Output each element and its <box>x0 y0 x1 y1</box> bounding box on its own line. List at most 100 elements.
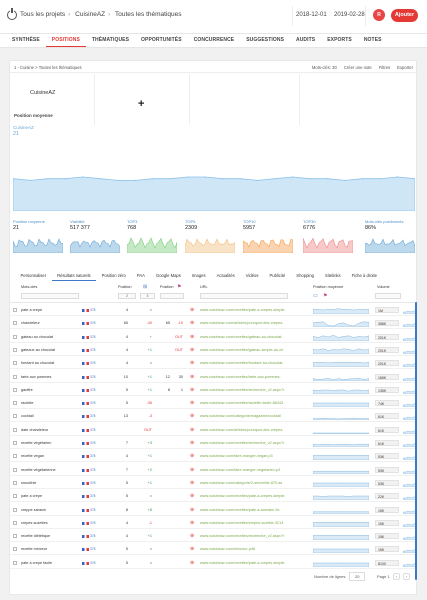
nav-exports[interactable]: EXPORTS <box>327 37 352 43</box>
col-volume[interactable]: Volume <box>377 285 390 289</box>
external-link-icon[interactable]: ⊕ <box>190 453 195 460</box>
url-link[interactable]: www.cuisineaz.com/recettes/recherche_v2.… <box>200 534 285 539</box>
kpi-card[interactable]: TOP30 6776 <box>302 219 359 254</box>
row-checkbox[interactable] <box>13 321 17 326</box>
row-checkbox[interactable] <box>13 441 17 445</box>
row-checkbox[interactable] <box>13 334 17 339</box>
power-icon[interactable] <box>7 8 17 20</box>
url-link[interactable]: www.cuisineaz.com/recettes/tarte-aux-pom… <box>200 374 281 379</box>
next-page-button[interactable]: › <box>403 573 410 580</box>
external-link-icon[interactable]: ⊕ <box>190 346 195 353</box>
keyword[interactable]: pate a crepe facile <box>21 560 53 565</box>
external-link-icon[interactable]: ⊕ <box>190 426 195 433</box>
table-row[interactable]: cocktail 378 13 -3 ⊕ www.cuisineaz.com/catego… <box>10 411 418 423</box>
nav-notes[interactable]: NOTES <box>363 37 382 43</box>
desktop-icon[interactable]: ▭ <box>313 293 318 299</box>
keyword[interactable]: date chandeleur <box>21 427 49 432</box>
col-keywords[interactable]: Mots-clés <box>21 285 38 289</box>
keyword[interactable]: pate a crepe <box>21 494 43 499</box>
project-selector[interactable]: CuisineAZ <box>10 74 95 125</box>
row-checkbox[interactable] <box>13 467 17 472</box>
row-checkbox[interactable] <box>13 534 17 539</box>
row-checkbox[interactable] <box>13 401 17 406</box>
nav-thematiques[interactable]: THÉMATIQUES <box>91 37 130 43</box>
date-start[interactable]: 2018-12-01 <box>296 12 327 18</box>
add-competitor-pane[interactable]: + <box>95 74 190 125</box>
tab-sitelinks[interactable]: Sitelinks <box>325 273 341 278</box>
table-row[interactable]: pate a crepe facile 378 5 = ⊕ www.cuisineaz.c… <box>10 558 418 569</box>
table-row[interactable]: recette diététique 378 4 +1 ⊕ www.cuisineaz.c… <box>10 531 418 543</box>
external-link-icon[interactable]: ⊕ <box>190 546 195 553</box>
url-link[interactable]: www.cuisineaz.com/recettes/gateau-au-cho… <box>200 334 283 339</box>
external-link-icon[interactable]: ⊕ <box>190 333 195 340</box>
keyword[interactable]: recette diététique <box>21 534 51 539</box>
nav-audits[interactable]: AUDITS <box>296 37 316 43</box>
kpi-card[interactable]: TOP3 768 <box>126 219 183 254</box>
col-avg-position[interactable]: Position moyenne <box>313 285 344 289</box>
row-checkbox[interactable] <box>13 414 17 419</box>
date-end[interactable]: 2019-02-28 <box>334 12 365 18</box>
table-row[interactable]: raclette 378 5 -36 ⊕ www.cuisineaz.com/recett… <box>10 398 418 410</box>
tab-position-zero[interactable]: Position zéro <box>101 273 126 278</box>
volume-filter-input[interactable] <box>375 293 401 299</box>
nav-positions[interactable]: POSITIONS <box>45 34 86 47</box>
nav-synthese[interactable]: SYNTHÈSE <box>12 37 40 43</box>
keyword[interactable]: tarte aux pommes <box>21 374 52 379</box>
keyword[interactable]: fondant au chocolat <box>21 361 55 366</box>
external-link-icon[interactable]: ⊕ <box>190 373 195 380</box>
url-link[interactable]: www.cuisineaz.com/recettes/pate-a-sarras… <box>200 507 280 512</box>
keyword[interactable]: gauffre <box>21 387 33 392</box>
row-checkbox[interactable] <box>13 560 17 565</box>
table-row[interactable]: creppe sarasin 378 8 +8 ⊕ www.cuisineaz.com/r… <box>10 505 418 516</box>
table-row[interactable]: fondant au chocolat 378 4 = ⊕ www.cuisineaz.c… <box>10 358 418 370</box>
keyword[interactable]: cocktail <box>21 414 34 419</box>
external-link-icon[interactable]: ⊕ <box>190 320 195 327</box>
position-filter-input[interactable]: 2 <box>118 293 136 299</box>
keyword[interactable]: recette minceur <box>21 547 48 552</box>
external-link-icon[interactable]: ⊕ <box>190 519 195 526</box>
keyword[interactable]: pate a crepe <box>21 308 43 312</box>
url-link[interactable]: www.cuisineaz.com/recettes/fondant-au-ch… <box>200 361 284 366</box>
row-checkbox[interactable] <box>13 507 17 512</box>
external-link-icon[interactable]: ⊕ <box>190 493 195 500</box>
external-link-icon[interactable]: ⊕ <box>190 559 195 566</box>
tab-images[interactable]: Images <box>191 273 206 278</box>
row-checkbox[interactable] <box>13 547 17 552</box>
keyword-filter-input[interactable] <box>21 293 79 299</box>
keyword[interactable]: recette végétarienne <box>21 467 56 472</box>
tab-actualites[interactable]: Actualités <box>216 273 235 278</box>
external-link-icon[interactable]: ⊕ <box>190 413 195 420</box>
keyword[interactable]: recette vegan <box>21 454 45 459</box>
url-link[interactable]: www.cuisineaz.com/articles/pourquoi-des-… <box>200 427 284 432</box>
row-checkbox[interactable] <box>13 347 17 352</box>
keyword[interactable]: smoothie <box>21 480 37 485</box>
keyword[interactable]: chandeleur <box>21 321 40 326</box>
plus-icon[interactable]: + <box>138 98 145 110</box>
external-link-icon[interactable]: ⊕ <box>190 360 195 367</box>
url-link[interactable]: www.cuisineaz.com/faire-manger-vegan.p3 <box>200 454 273 459</box>
table-row[interactable]: recette végétarienne 378 7 +2 ⊕ www.cuisineaz… <box>10 465 418 476</box>
tab-google-maps[interactable]: Google Maps <box>155 273 181 278</box>
position-filter-input-2[interactable]: 3 <box>140 293 155 299</box>
crumb-project[interactable]: CuisineAZ <box>75 11 106 18</box>
row-checkbox[interactable] <box>13 454 17 459</box>
crumb-all-projects[interactable]: Tous les projets <box>20 11 66 18</box>
kpi-card[interactable]: Mots-clés positionnés 86% <box>364 219 421 254</box>
row-checkbox[interactable] <box>13 427 17 432</box>
table-row[interactable]: gauffre 378 5 +1 8 1 ⊕ www.cuisineaz.com/recett… <box>10 385 418 396</box>
nav-suggestions[interactable]: SUGGESTIONS <box>246 37 285 43</box>
table-row[interactable]: recette minceur 378 5 = ⊕ www.cuisineaz.com/m… <box>10 544 418 556</box>
table-row[interactable]: pate a crepe 378 4 = ⊕ www.cuisineaz.com/rece… <box>10 305 418 316</box>
table-row[interactable]: chandeleur 378 65 -40 65 -10 ⊕ www.cuisineaz.co… <box>10 318 418 330</box>
url-link[interactable]: www.cuisineaz.com/recettes/raclette-faci… <box>200 401 284 406</box>
rows-per-page-select[interactable]: 20 <box>349 572 366 581</box>
kpi-card[interactable]: Position moyenne 21 <box>12 219 69 254</box>
row-checkbox[interactable] <box>13 480 17 485</box>
position2-filter-input[interactable] <box>160 293 184 299</box>
row-checkbox[interactable] <box>13 520 17 525</box>
kpi-card[interactable]: TOP10 5957 <box>242 219 299 254</box>
url-link[interactable]: www.cuisineaz.com/categorie/2-smoothie-8… <box>200 480 283 485</box>
add-button[interactable]: Ajouter <box>391 9 418 22</box>
kpi-card[interactable]: Visibilité 517 377 <box>69 219 126 254</box>
url-link[interactable]: www.cuisineaz.com/articles/pourquoi-des-… <box>200 321 284 326</box>
